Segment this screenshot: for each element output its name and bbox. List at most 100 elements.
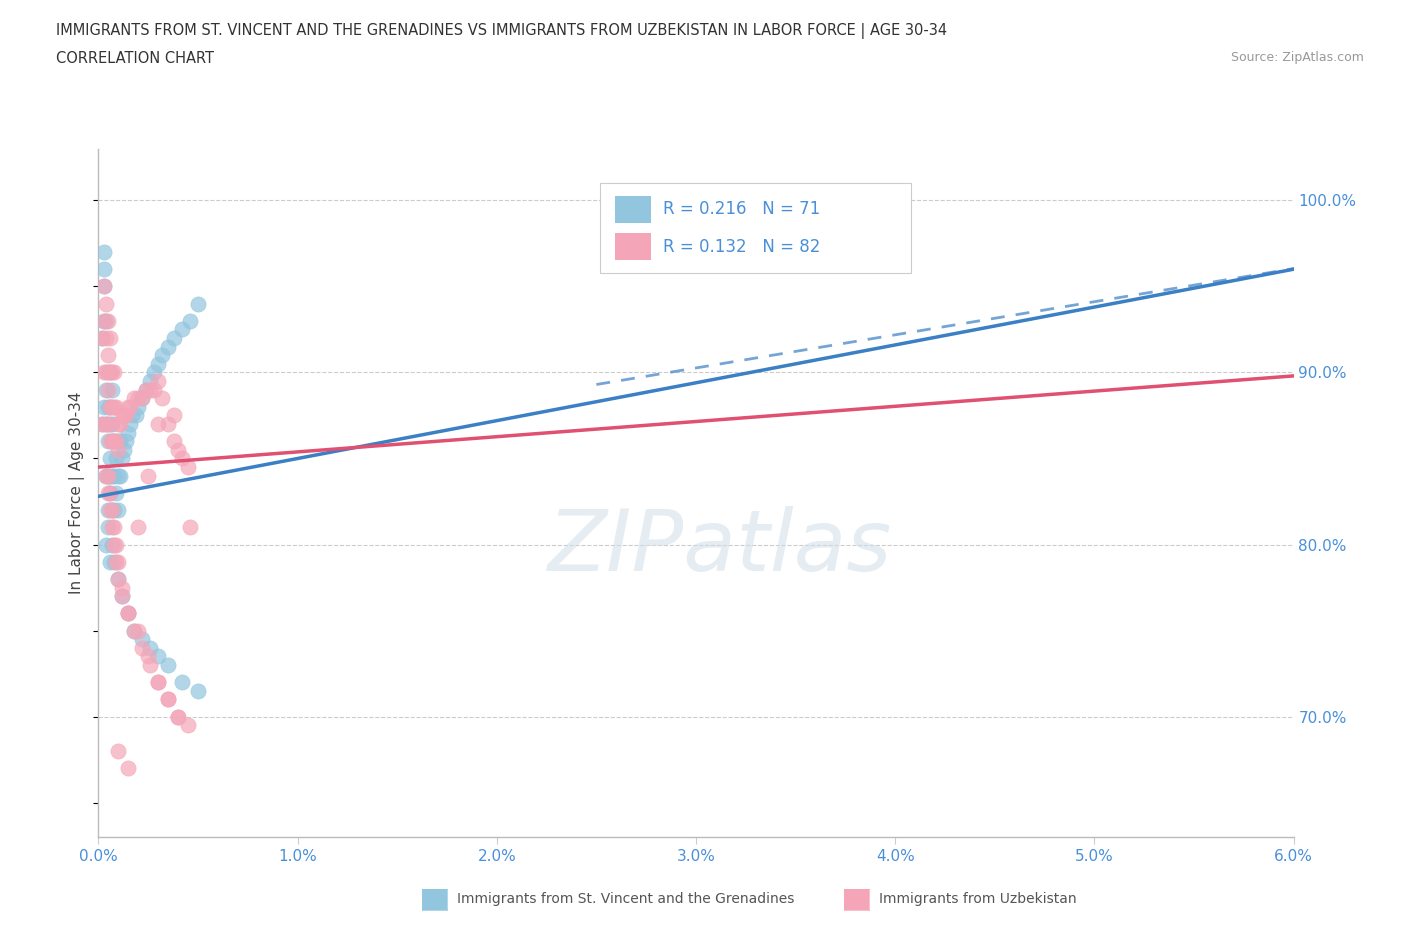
Point [111,408,134,423]
Point [112,443,135,458]
Point [148,675,170,690]
Point [150,391,173,405]
Point [101,520,124,535]
Point [97,434,120,449]
Point [93,279,115,294]
Point [98,400,122,415]
Point [120,417,142,432]
Point [96,382,118,397]
Point [97,348,120,363]
Point [107,571,129,587]
Y-axis label: In Labor Force | Age 30-34: In Labor Force | Age 30-34 [69,392,86,594]
Point [167,710,190,724]
FancyBboxPatch shape [600,183,911,272]
Point [136,469,159,484]
Point [143,365,166,380]
Point [139,374,162,389]
Point [150,348,173,363]
Text: IMMIGRANTS FROM ST. VINCENT AND THE GRENADINES VS IMMIGRANTS FROM UZBEKISTAN IN : IMMIGRANTS FROM ST. VINCENT AND THE GREN… [56,23,948,39]
Point [98,485,122,500]
Point [107,469,129,484]
Point [105,434,128,449]
Point [117,606,139,621]
Text: Immigrants from Uzbekistan: Immigrants from Uzbekistan [879,892,1077,907]
Point [111,580,134,595]
Point [172,451,194,466]
Point [105,554,128,569]
Point [136,649,159,664]
Point [117,606,139,621]
Point [93,313,115,328]
Point [101,503,124,518]
Point [157,692,180,707]
Point [187,684,209,698]
Point [98,434,122,449]
Point [97,365,120,380]
Point [96,537,118,551]
Point [97,469,120,484]
Point [148,417,170,432]
Point [127,400,149,415]
Point [97,417,120,432]
Point [96,297,118,312]
Point [93,245,115,259]
Point [131,631,153,646]
Point [124,623,146,638]
Text: Source: ZipAtlas.com: Source: ZipAtlas.com [1230,51,1364,64]
Point [97,400,120,415]
Point [101,400,124,415]
Point [97,382,120,397]
Point [111,589,134,604]
Point [117,606,139,621]
Point [157,417,180,432]
Point [117,400,139,415]
Point [143,382,166,397]
Point [157,658,180,672]
Point [139,640,162,655]
Point [91,417,114,432]
Point [103,503,125,518]
Point [110,469,132,484]
Point [101,469,124,484]
Point [131,640,153,655]
Point [107,443,129,458]
Point [172,675,194,690]
Point [135,382,157,397]
Point [167,443,190,458]
Point [97,520,120,535]
Point [163,408,186,423]
Point [101,382,124,397]
Point [115,408,138,423]
Point [148,374,170,389]
Point [91,330,114,345]
Point [127,520,149,535]
Point [148,356,170,371]
Point [163,330,186,345]
Point [177,718,200,733]
Point [96,469,118,484]
Point [148,649,170,664]
Point [97,485,120,500]
Point [148,675,170,690]
FancyBboxPatch shape [614,232,651,260]
Point [124,623,146,638]
Point [101,434,124,449]
Point [98,554,122,569]
Point [97,313,120,328]
Point [93,262,115,277]
Point [97,469,120,484]
Point [96,330,118,345]
Point [131,391,153,405]
Text: CORRELATION CHART: CORRELATION CHART [56,51,214,66]
Point [127,391,149,405]
Point [96,417,118,432]
Point [111,451,134,466]
Point [98,503,122,518]
Point [135,382,157,397]
Point [112,408,135,423]
Point [167,710,190,724]
Point [105,537,128,551]
Point [105,485,128,500]
Point [101,503,124,518]
Point [93,279,115,294]
